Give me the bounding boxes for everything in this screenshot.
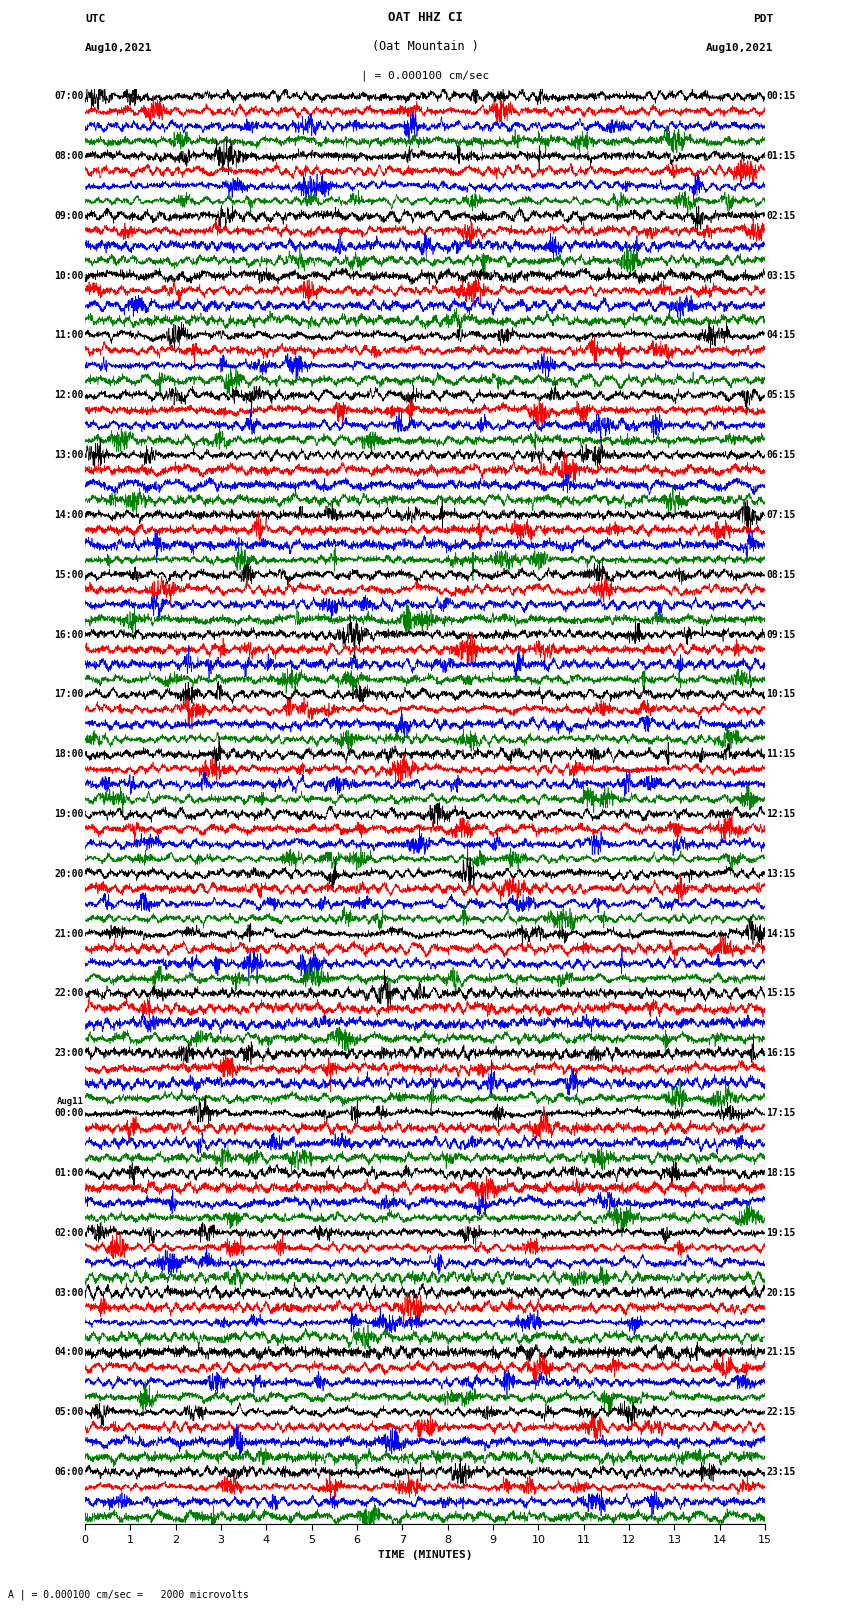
Text: 02:15: 02:15 (767, 211, 796, 221)
Text: 05:15: 05:15 (767, 390, 796, 400)
Text: 20:15: 20:15 (767, 1287, 796, 1297)
Text: 11:15: 11:15 (767, 748, 796, 760)
Text: Aug10,2021: Aug10,2021 (85, 44, 152, 53)
Text: A | = 0.000100 cm/sec =   2000 microvolts: A | = 0.000100 cm/sec = 2000 microvolts (8, 1589, 249, 1600)
Text: 16:00: 16:00 (54, 629, 83, 639)
Text: 05:00: 05:00 (54, 1407, 83, 1418)
Text: 21:15: 21:15 (767, 1347, 796, 1357)
Text: 18:15: 18:15 (767, 1168, 796, 1177)
Text: 10:15: 10:15 (767, 689, 796, 700)
Text: 10:00: 10:00 (54, 271, 83, 281)
Text: 14:00: 14:00 (54, 510, 83, 519)
Text: 11:00: 11:00 (54, 331, 83, 340)
Text: Aug10,2021: Aug10,2021 (706, 44, 774, 53)
Text: 19:15: 19:15 (767, 1227, 796, 1237)
Text: | = 0.000100 cm/sec: | = 0.000100 cm/sec (361, 69, 489, 81)
Text: 00:15: 00:15 (767, 92, 796, 102)
Text: (Oat Mountain ): (Oat Mountain ) (371, 40, 479, 53)
Text: 03:00: 03:00 (54, 1287, 83, 1297)
Text: 02:00: 02:00 (54, 1227, 83, 1237)
Text: 12:15: 12:15 (767, 810, 796, 819)
Text: 22:00: 22:00 (54, 989, 83, 998)
Text: 19:00: 19:00 (54, 810, 83, 819)
Text: 20:00: 20:00 (54, 869, 83, 879)
Text: 06:00: 06:00 (54, 1466, 83, 1478)
Text: 17:15: 17:15 (767, 1108, 796, 1118)
Text: 12:00: 12:00 (54, 390, 83, 400)
X-axis label: TIME (MINUTES): TIME (MINUTES) (377, 1550, 473, 1560)
Text: 16:15: 16:15 (767, 1048, 796, 1058)
Text: 21:00: 21:00 (54, 929, 83, 939)
Text: 01:00: 01:00 (54, 1168, 83, 1177)
Text: 01:15: 01:15 (767, 152, 796, 161)
Text: 18:00: 18:00 (54, 748, 83, 760)
Text: UTC: UTC (85, 15, 105, 24)
Text: 17:00: 17:00 (54, 689, 83, 700)
Text: 09:15: 09:15 (767, 629, 796, 639)
Text: 15:15: 15:15 (767, 989, 796, 998)
Text: 06:15: 06:15 (767, 450, 796, 460)
Text: 15:00: 15:00 (54, 569, 83, 579)
Text: 23:15: 23:15 (767, 1466, 796, 1478)
Text: 07:15: 07:15 (767, 510, 796, 519)
Text: 00:00: 00:00 (54, 1108, 83, 1118)
Text: 07:00: 07:00 (54, 92, 83, 102)
Text: 08:00: 08:00 (54, 152, 83, 161)
Text: 09:00: 09:00 (54, 211, 83, 221)
Text: Aug11: Aug11 (57, 1097, 83, 1105)
Text: OAT HHZ CI: OAT HHZ CI (388, 11, 462, 24)
Text: 23:00: 23:00 (54, 1048, 83, 1058)
Text: 22:15: 22:15 (767, 1407, 796, 1418)
Text: 04:15: 04:15 (767, 331, 796, 340)
Text: 04:00: 04:00 (54, 1347, 83, 1357)
Text: 03:15: 03:15 (767, 271, 796, 281)
Text: 13:15: 13:15 (767, 869, 796, 879)
Text: 08:15: 08:15 (767, 569, 796, 579)
Text: PDT: PDT (753, 15, 774, 24)
Text: 14:15: 14:15 (767, 929, 796, 939)
Text: 13:00: 13:00 (54, 450, 83, 460)
